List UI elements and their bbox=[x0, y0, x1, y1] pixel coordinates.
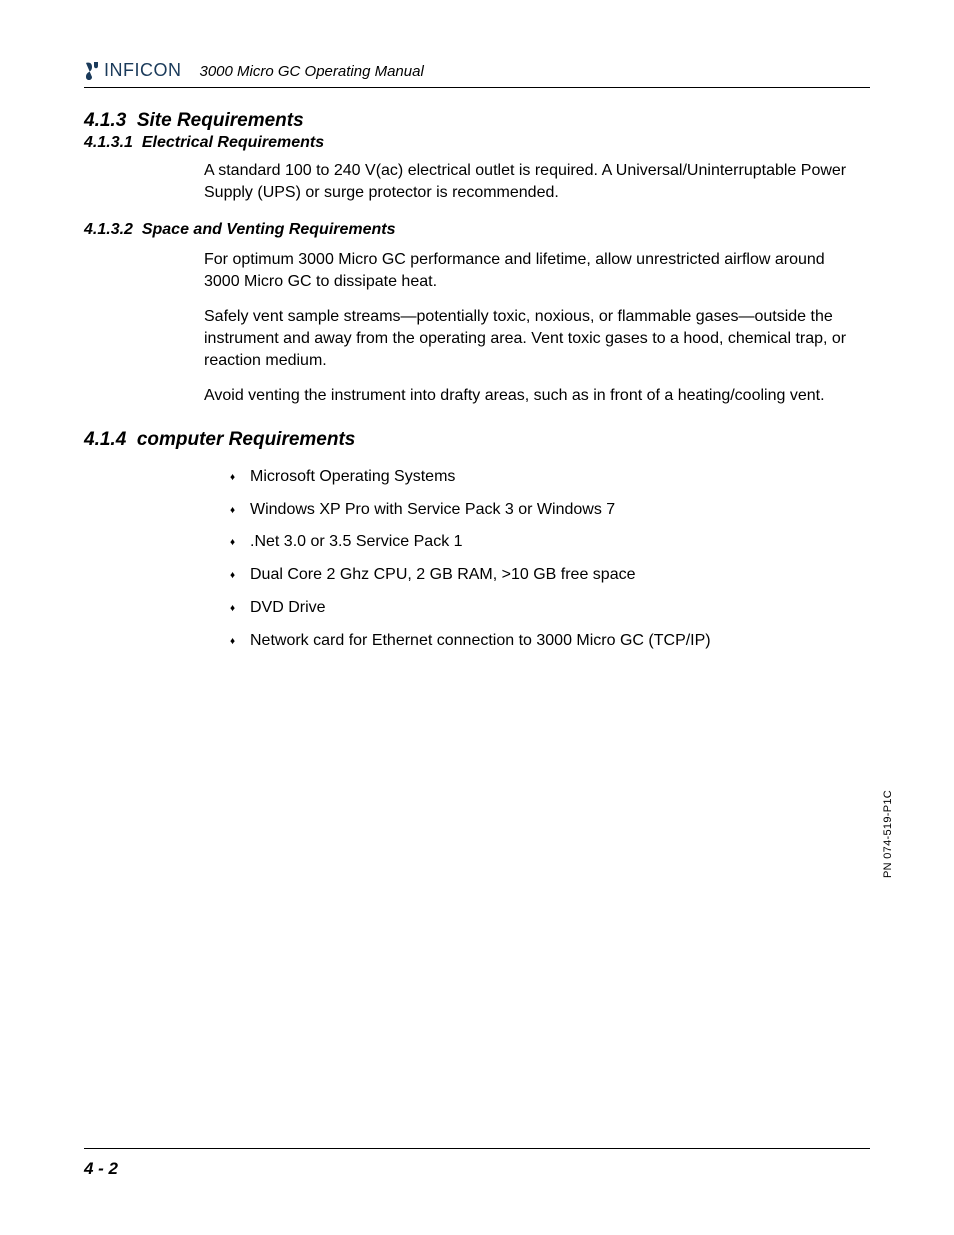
heading-4-1-3-2: 4.1.3.2 Space and Venting Requirements bbox=[84, 221, 870, 239]
list-item: Windows XP Pro with Service Pack 3 or Wi… bbox=[230, 500, 870, 521]
logo-text: INFICON bbox=[104, 60, 182, 81]
manual-title: 3000 Micro GC Operating Manual bbox=[200, 63, 424, 81]
heading-4-1-3: 4.1.3 Site Requirements bbox=[84, 110, 870, 132]
heading-title: Space and Venting Requirements bbox=[142, 221, 396, 238]
heading-4-1-4: 4.1.4 computer Requirements bbox=[84, 429, 870, 451]
heading-number: 4.1.3.2 bbox=[84, 221, 133, 238]
list-item: Dual Core 2 Ghz CPU, 2 GB RAM, >10 GB fr… bbox=[230, 565, 870, 586]
part-number-vertical: PN 074-519-P1C bbox=[882, 790, 894, 878]
computer-requirements-list: Microsoft Operating Systems Windows XP P… bbox=[230, 467, 870, 652]
heading-number: 4.1.3 bbox=[84, 110, 126, 131]
list-item: DVD Drive bbox=[230, 598, 870, 619]
list-item: Network card for Ethernet connection to … bbox=[230, 631, 870, 652]
section-4131-body: A standard 100 to 240 V(ac) electrical o… bbox=[204, 160, 862, 203]
page-number: 4 - 2 bbox=[84, 1159, 118, 1178]
heading-title: Electrical Requirements bbox=[142, 134, 324, 151]
section-4132-body: For optimum 3000 Micro GC performance an… bbox=[204, 249, 862, 407]
heading-title: computer Requirements bbox=[137, 429, 356, 450]
heading-number: 4.1.3.1 bbox=[84, 134, 133, 151]
paragraph: Safely vent sample streams—potentially t… bbox=[204, 306, 862, 371]
list-item: Microsoft Operating Systems bbox=[230, 467, 870, 488]
page-container: INFICON 3000 Micro GC Operating Manual 4… bbox=[0, 0, 954, 1235]
page-footer: 4 - 2 bbox=[84, 1148, 870, 1179]
list-item: .Net 3.0 or 3.5 Service Pack 1 bbox=[230, 532, 870, 553]
heading-4-1-3-1: 4.1.3.1 Electrical Requirements bbox=[84, 134, 870, 152]
page-header: INFICON 3000 Micro GC Operating Manual bbox=[84, 60, 870, 88]
heading-number: 4.1.4 bbox=[84, 429, 126, 450]
logo: INFICON bbox=[84, 60, 182, 81]
paragraph: For optimum 3000 Micro GC performance an… bbox=[204, 249, 862, 292]
logo-icon bbox=[84, 61, 100, 81]
heading-title: Site Requirements bbox=[137, 110, 304, 131]
paragraph: A standard 100 to 240 V(ac) electrical o… bbox=[204, 160, 862, 203]
paragraph: Avoid venting the instrument into drafty… bbox=[204, 385, 862, 407]
